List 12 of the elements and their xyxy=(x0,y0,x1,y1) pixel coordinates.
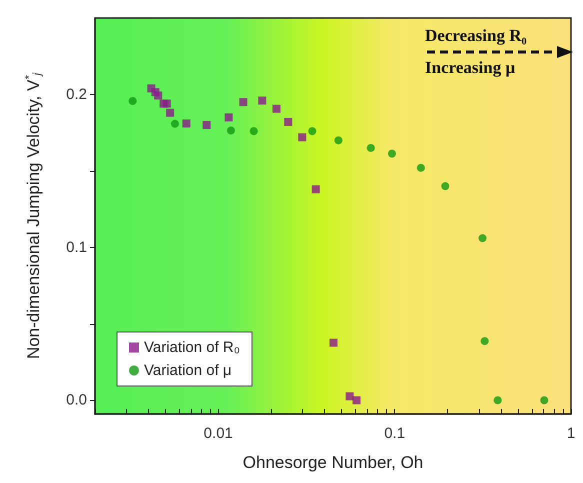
x-axis-title: Ohnesorge Number, Oh xyxy=(242,453,424,472)
legend-label: Variation of μ xyxy=(144,362,232,379)
y-tick-label: 0.2 xyxy=(66,86,87,103)
x-tick-label: 0.01 xyxy=(204,425,233,442)
y-axis-title: Non-dimensional Jumping Velocity, V*j xyxy=(24,72,44,360)
x-tick-label: 1 xyxy=(566,425,576,442)
legend-label: Variation of R₀ xyxy=(144,339,240,356)
annotation: Decreasing R₀ xyxy=(425,26,528,46)
annotation: Increasing μ xyxy=(425,58,516,78)
x-tick-label: 0.1 xyxy=(384,425,406,442)
y-tick-label: 0.1 xyxy=(66,238,87,256)
y-tick-label: 0.0 xyxy=(66,392,87,409)
